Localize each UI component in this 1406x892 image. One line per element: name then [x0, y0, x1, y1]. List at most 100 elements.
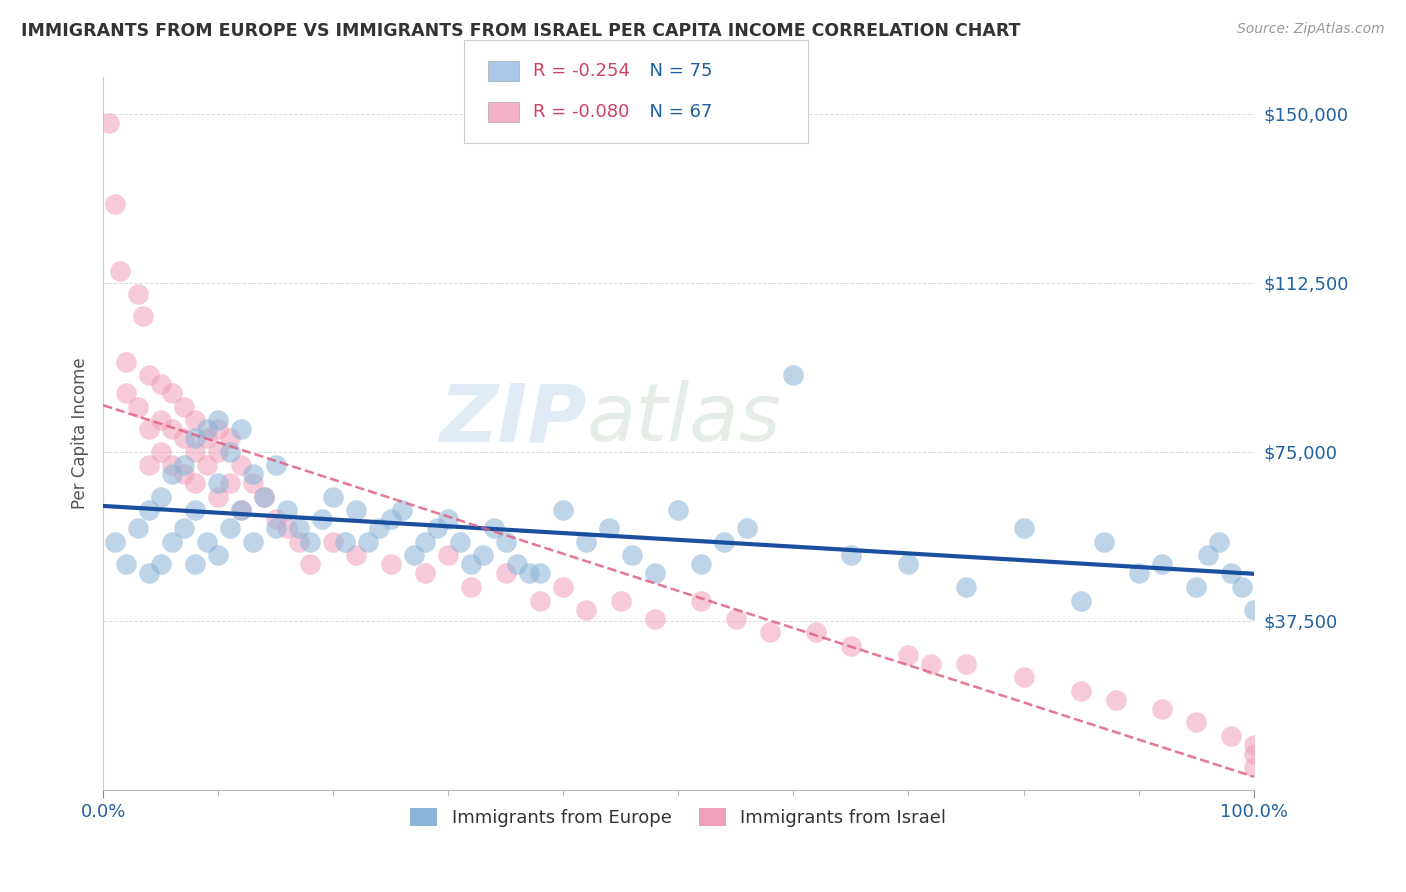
Point	[184, 503, 207, 517]
Point	[1070, 593, 1092, 607]
Point	[195, 458, 218, 473]
Point	[299, 558, 322, 572]
Point	[218, 444, 240, 458]
Point	[1012, 521, 1035, 535]
Point	[506, 558, 529, 572]
Text: atlas: atlas	[586, 380, 782, 458]
Point	[184, 413, 207, 427]
Point	[839, 639, 862, 653]
Point	[495, 566, 517, 581]
Point	[207, 413, 229, 427]
Point	[207, 422, 229, 436]
Point	[610, 593, 633, 607]
Point	[495, 535, 517, 549]
Point	[231, 503, 253, 517]
Point	[104, 196, 127, 211]
Point	[759, 625, 782, 640]
Point	[644, 611, 666, 625]
Point	[160, 422, 183, 436]
Point	[413, 566, 436, 581]
Text: IMMIGRANTS FROM EUROPE VS IMMIGRANTS FROM ISRAEL PER CAPITA INCOME CORRELATION C: IMMIGRANTS FROM EUROPE VS IMMIGRANTS FRO…	[21, 22, 1021, 40]
Point	[195, 535, 218, 549]
Point	[1219, 566, 1241, 581]
Point	[138, 566, 160, 581]
Point	[1012, 670, 1035, 684]
Point	[1243, 602, 1265, 616]
Point	[1104, 692, 1126, 706]
Point	[149, 377, 172, 392]
Point	[253, 490, 276, 504]
Point	[231, 458, 253, 473]
Text: N = 67: N = 67	[638, 103, 713, 121]
Point	[449, 535, 471, 549]
Point	[207, 444, 229, 458]
Point	[690, 558, 713, 572]
Text: R = -0.080: R = -0.080	[533, 103, 630, 121]
Point	[287, 535, 309, 549]
Point	[149, 444, 172, 458]
Point	[529, 566, 551, 581]
Point	[1243, 747, 1265, 761]
Point	[138, 422, 160, 436]
Point	[437, 549, 460, 563]
Point	[357, 535, 380, 549]
Point	[149, 490, 172, 504]
Point	[344, 549, 367, 563]
Point	[97, 115, 120, 129]
Point	[104, 535, 127, 549]
Point	[1197, 549, 1219, 563]
Point	[1128, 566, 1150, 581]
Point	[160, 535, 183, 549]
Point	[276, 503, 298, 517]
Point	[149, 558, 172, 572]
Point	[149, 413, 172, 427]
Point	[380, 558, 402, 572]
Point	[160, 467, 183, 482]
Point	[839, 549, 862, 563]
Point	[218, 521, 240, 535]
Point	[115, 386, 138, 401]
Point	[368, 521, 391, 535]
Point	[1185, 580, 1208, 594]
Point	[529, 593, 551, 607]
Point	[207, 476, 229, 491]
Point	[173, 521, 195, 535]
Point	[517, 566, 540, 581]
Point	[713, 535, 735, 549]
Point	[1070, 683, 1092, 698]
Point	[160, 458, 183, 473]
Point	[160, 386, 183, 401]
Text: N = 75: N = 75	[638, 62, 713, 79]
Point	[173, 467, 195, 482]
Point	[391, 503, 413, 517]
Point	[575, 602, 598, 616]
Point	[1092, 535, 1115, 549]
Point	[460, 558, 482, 572]
Point	[402, 549, 425, 563]
Point	[195, 422, 218, 436]
Point	[782, 368, 804, 382]
Point	[264, 458, 287, 473]
Point	[173, 458, 195, 473]
Point	[644, 566, 666, 581]
Point	[1150, 702, 1173, 716]
Point	[553, 580, 575, 594]
Point	[253, 490, 276, 504]
Point	[737, 521, 759, 535]
Point	[231, 422, 253, 436]
Point	[231, 503, 253, 517]
Text: R = -0.254: R = -0.254	[533, 62, 630, 79]
Point	[621, 549, 644, 563]
Point	[138, 503, 160, 517]
Point	[173, 400, 195, 414]
Point	[553, 503, 575, 517]
Point	[184, 444, 207, 458]
Point	[264, 512, 287, 526]
Point	[322, 535, 344, 549]
Point	[413, 535, 436, 549]
Point	[955, 580, 977, 594]
Point	[138, 458, 160, 473]
Point	[690, 593, 713, 607]
Point	[598, 521, 620, 535]
Point	[242, 535, 264, 549]
